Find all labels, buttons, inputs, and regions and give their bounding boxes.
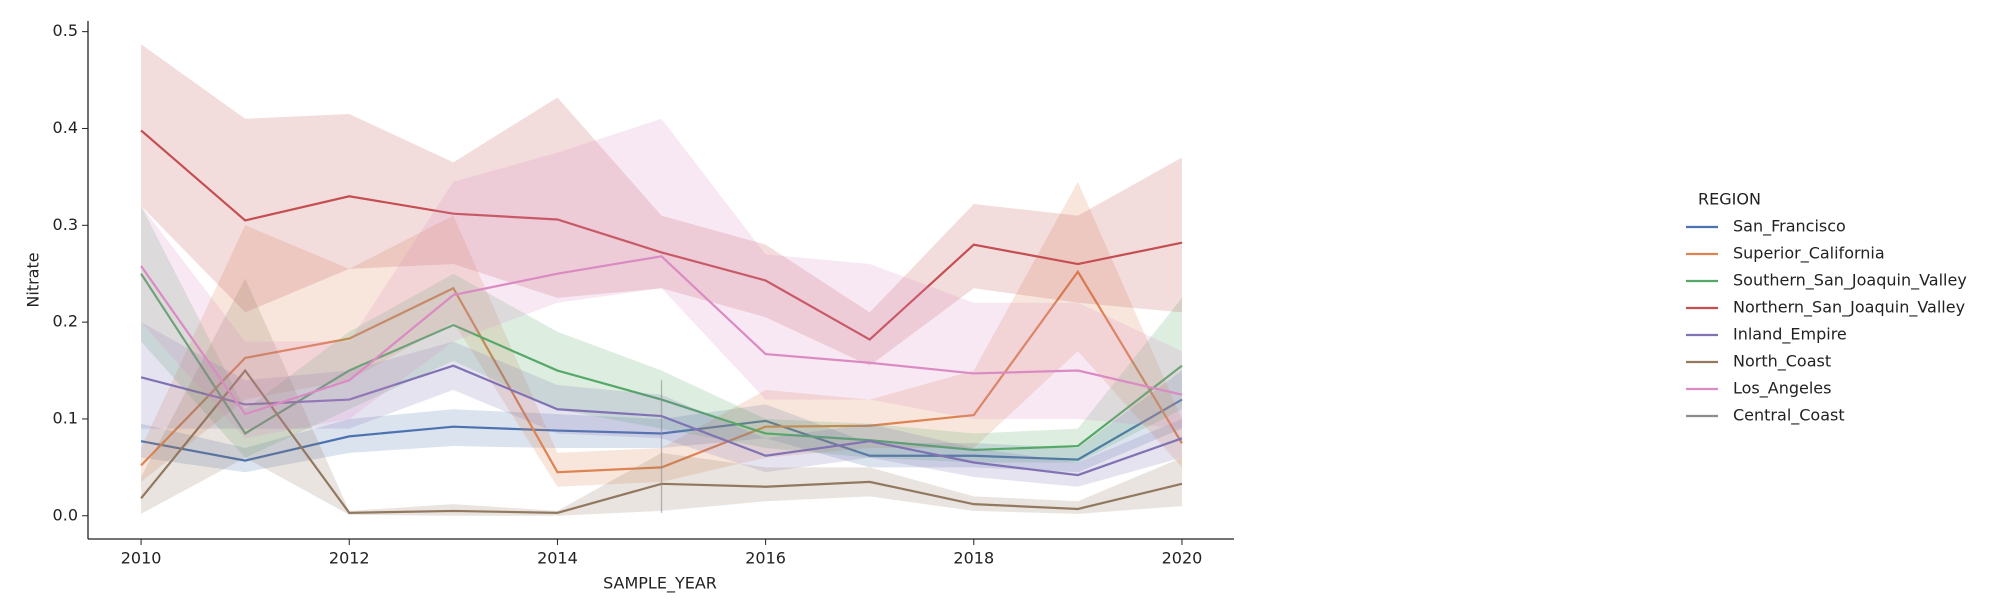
confidence-band	[141, 181, 1182, 487]
x-tick-label: 2010	[121, 549, 162, 568]
confidence-band-group	[141, 181, 1182, 487]
legend-label: Los_Angeles	[1733, 379, 1831, 399]
x-tick-label: 2014	[537, 549, 578, 568]
y-tick-label: 0.3	[53, 215, 78, 234]
x-tick-label: 2016	[745, 549, 786, 568]
confidence-band-group	[141, 44, 1182, 366]
line	[140, 129, 1183, 341]
y-tick-label: 0.1	[53, 408, 78, 427]
confidence-band-group	[141, 118, 1182, 439]
y-tick-label: 0.0	[53, 505, 78, 524]
legend-label: Northern_San_Joaquin_Valley	[1733, 298, 1965, 318]
legend-label: Central_Coast	[1733, 406, 1845, 426]
x-tick-label: 2012	[329, 549, 370, 568]
x-tick-label: 2020	[1162, 549, 1203, 568]
y-tick-label: 0.4	[53, 118, 78, 137]
line	[140, 255, 1183, 416]
legend-label: Superior_California	[1733, 244, 1885, 264]
x-axis-label: SAMPLE_YEAR	[603, 574, 717, 594]
legend-label: San_Francisco	[1733, 217, 1846, 237]
legend-title: REGION	[1698, 190, 1761, 209]
confidence-band	[141, 118, 1182, 439]
legend-label: North_Coast	[1733, 352, 1831, 372]
y-tick-label: 0.5	[53, 21, 78, 40]
legend-label: Southern_San_Joaquin_Valley	[1733, 271, 1967, 291]
y-axis-label: Nitrate	[24, 252, 43, 307]
y-tick-label: 0.2	[53, 312, 78, 331]
legend-label: Inland_Empire	[1733, 325, 1847, 345]
confidence-band	[141, 44, 1182, 366]
x-tick-label: 2018	[953, 549, 994, 568]
